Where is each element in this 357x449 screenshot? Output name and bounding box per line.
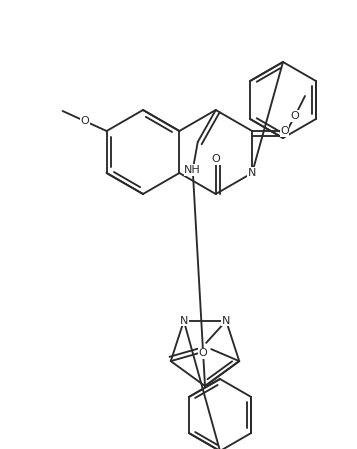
Text: N: N xyxy=(248,168,256,178)
Text: O: O xyxy=(199,348,207,358)
Text: NH: NH xyxy=(184,165,201,175)
Text: O: O xyxy=(211,154,220,164)
Text: O: O xyxy=(291,111,300,121)
Text: O: O xyxy=(80,116,89,126)
Text: N: N xyxy=(180,316,188,326)
Text: N: N xyxy=(222,316,230,326)
Text: O: O xyxy=(280,126,289,136)
